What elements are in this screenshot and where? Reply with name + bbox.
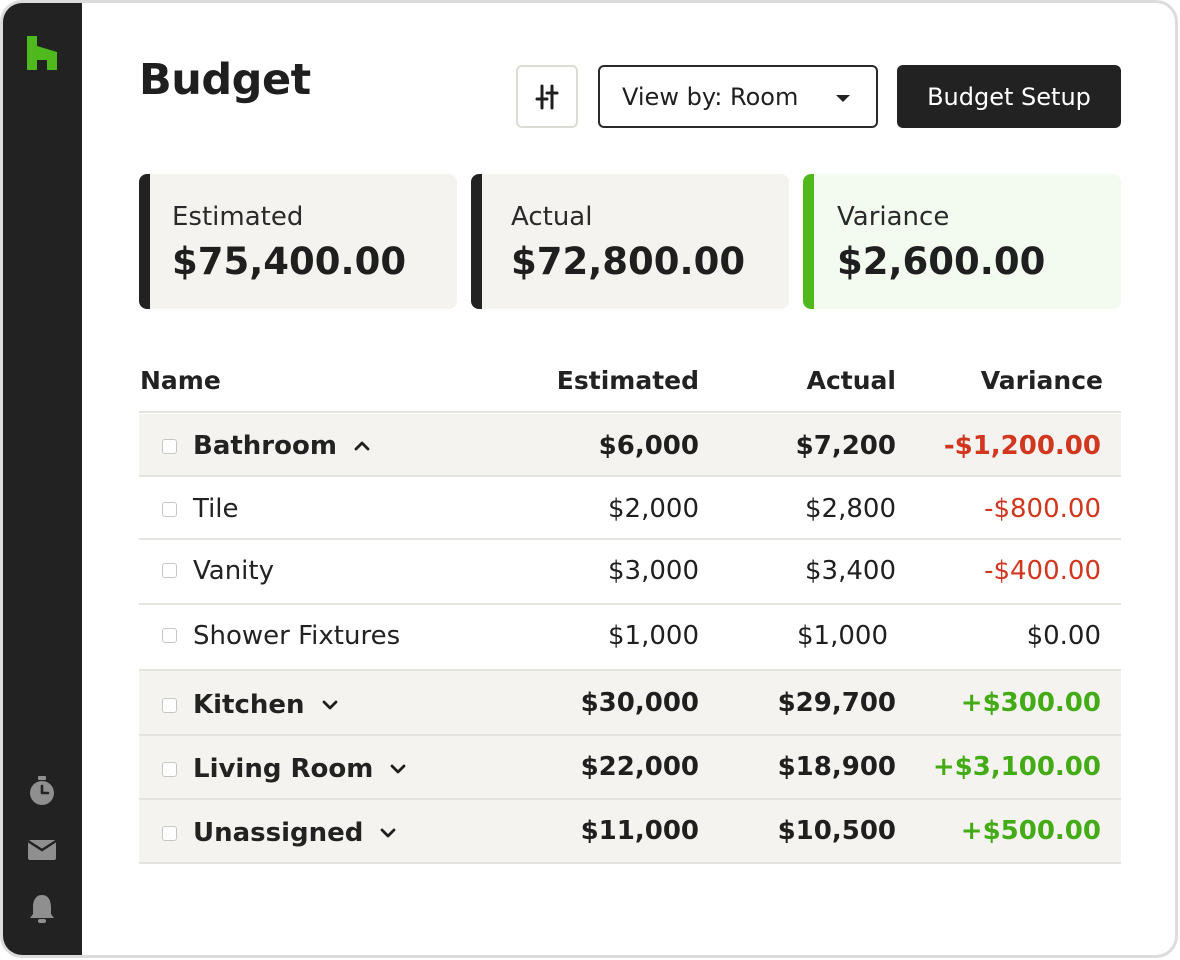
bell-icon[interactable] — [25, 892, 59, 926]
caret-down-icon — [836, 95, 850, 102]
row-name: Shower Fixtures — [193, 621, 401, 651]
column-header-name[interactable]: Name — [140, 366, 221, 395]
row-estimated: $6,000 — [598, 431, 699, 461]
card-accent-bar — [139, 174, 150, 309]
main-content: Budget View by: Room Budget Setup Estima… — [82, 3, 1175, 955]
card-accent-bar — [471, 174, 482, 309]
estimated-summary-card: Estimated $75,400.00 — [139, 174, 457, 309]
row-variance: +$3,100.00 — [932, 752, 1101, 782]
table-row[interactable]: Shower Fixtures $1,000 $1,000 $0.00 — [139, 605, 1121, 671]
row-checkbox[interactable] — [162, 502, 177, 517]
variance-summary-value: $2,600.00 — [837, 240, 1046, 283]
row-estimated: $1,000 — [608, 621, 699, 651]
table-row[interactable]: Tile $2,000 $2,800 -$800.00 — [139, 477, 1121, 540]
row-estimated: $2,000 — [608, 494, 699, 524]
row-variance: +$500.00 — [960, 816, 1101, 846]
row-checkbox[interactable] — [162, 826, 177, 841]
row-variance: $0.00 — [1026, 621, 1101, 651]
row-variance: -$400.00 — [984, 556, 1101, 586]
view-by-dropdown[interactable]: View by: Room — [598, 65, 878, 128]
view-by-label: View by: Room — [622, 82, 799, 111]
table-row[interactable]: Vanity $3,000 $3,400 -$400.00 — [139, 540, 1121, 605]
row-actual: $29,700 — [777, 688, 896, 718]
variance-summary-card: Variance $2,600.00 — [803, 174, 1121, 309]
column-header-actual[interactable]: Actual — [806, 366, 896, 395]
row-variance: -$1,200.00 — [943, 431, 1101, 461]
estimated-summary-value: $75,400.00 — [172, 240, 407, 283]
column-header-variance[interactable]: Variance — [980, 366, 1103, 395]
row-estimated: $30,000 — [580, 688, 699, 718]
row-checkbox[interactable] — [162, 439, 177, 454]
row-name: Bathroom — [193, 431, 337, 461]
actual-summary-label: Actual — [511, 202, 593, 232]
chevron-up-icon[interactable] — [351, 435, 373, 457]
row-actual: $1,000 — [797, 621, 888, 651]
timer-icon[interactable] — [25, 774, 59, 808]
filter-button[interactable] — [516, 65, 578, 128]
row-actual: $3,400 — [805, 556, 896, 586]
row-name-cell: Unassigned — [193, 818, 399, 848]
row-name: Kitchen — [193, 690, 305, 720]
row-actual: $10,500 — [777, 816, 896, 846]
row-estimated: $22,000 — [580, 752, 699, 782]
houzz-logo-icon[interactable] — [27, 36, 59, 70]
row-checkbox[interactable] — [162, 762, 177, 777]
table-row[interactable]: Living Room $22,000 $18,900 +$3,100.00 — [139, 736, 1121, 800]
chevron-down-icon[interactable] — [319, 694, 341, 716]
variance-summary-label: Variance — [837, 202, 950, 232]
card-accent-bar — [803, 174, 814, 309]
row-name-cell: Kitchen — [193, 690, 341, 720]
actual-summary-card: Actual $72,800.00 — [471, 174, 789, 309]
row-actual: $7,200 — [795, 431, 896, 461]
table-header: Name Estimated Actual Variance — [139, 358, 1121, 413]
row-name: Vanity — [193, 556, 274, 586]
row-checkbox[interactable] — [162, 563, 177, 578]
page-title: Budget — [139, 55, 311, 105]
row-name: Unassigned — [193, 818, 364, 848]
column-header-estimated[interactable]: Estimated — [556, 366, 699, 395]
table-row[interactable]: Kitchen $30,000 $29,700 +$300.00 — [139, 671, 1121, 736]
row-checkbox[interactable] — [162, 628, 177, 643]
row-variance: +$300.00 — [960, 688, 1101, 718]
table-row[interactable]: Unassigned $11,000 $10,500 +$500.00 — [139, 800, 1121, 864]
row-estimated: $3,000 — [608, 556, 699, 586]
row-name: Tile — [193, 494, 239, 524]
chevron-down-icon[interactable] — [377, 822, 399, 844]
budget-setup-button[interactable]: Budget Setup — [897, 65, 1121, 128]
row-name-cell: Living Room — [193, 754, 409, 784]
sliders-icon — [535, 84, 559, 109]
row-checkbox[interactable] — [162, 698, 177, 713]
row-variance: -$800.00 — [984, 494, 1101, 524]
table-row[interactable]: Bathroom $6,000 $7,200 -$1,200.00 — [139, 414, 1121, 477]
sidebar — [3, 3, 82, 955]
row-name: Living Room — [193, 754, 374, 784]
row-estimated: $11,000 — [580, 816, 699, 846]
chevron-down-icon[interactable] — [387, 758, 409, 780]
inbox-icon[interactable] — [25, 833, 59, 867]
row-actual: $2,800 — [805, 494, 896, 524]
actual-summary-value: $72,800.00 — [511, 240, 746, 283]
estimated-summary-label: Estimated — [172, 202, 304, 232]
row-name-cell: Bathroom — [193, 431, 373, 461]
row-actual: $18,900 — [777, 752, 896, 782]
